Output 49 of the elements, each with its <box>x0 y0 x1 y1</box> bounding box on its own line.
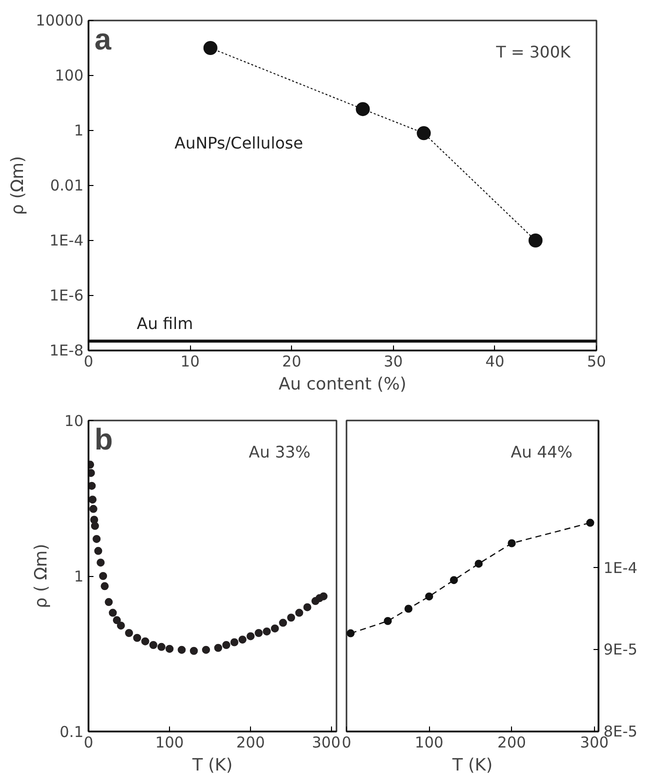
y-tick-label: 100 <box>54 66 84 84</box>
x-axis-title: Au content (%) <box>278 374 406 394</box>
x-tick-label: 10 <box>180 352 200 370</box>
x-axis-title: T (K) <box>451 756 493 776</box>
point <box>404 604 412 613</box>
annotation: a <box>94 24 112 56</box>
y-tick-label: 1E-4 <box>604 558 638 577</box>
x-tick-label: 40 <box>485 352 504 370</box>
point <box>450 576 458 584</box>
y-tick-label: 1E-4 <box>50 232 84 250</box>
y-tick-label: 10000 <box>36 12 84 30</box>
point <box>203 41 218 55</box>
y-tick-label: 1 <box>74 568 84 586</box>
y-tick-label: 1 <box>74 122 84 140</box>
point <box>425 592 434 600</box>
y-tick-label: 1E-8 <box>50 342 84 360</box>
annotation: Au 33% <box>248 442 310 462</box>
y-axis-title: ρ ( Ωm) <box>32 544 52 608</box>
x-tick-label: 20 <box>282 352 302 370</box>
point <box>384 617 392 626</box>
y-tick-label: 0.01 <box>50 176 84 194</box>
x-tick-label: 100 <box>155 734 184 752</box>
x-axis-title: T (K) <box>191 756 233 776</box>
text: AuNPs/Cellulose <box>174 134 304 152</box>
y-tick-label: 10 <box>64 412 84 430</box>
point <box>528 234 543 248</box>
point <box>346 629 355 638</box>
point <box>416 126 431 140</box>
x-tick-label: 200 <box>236 734 265 752</box>
annotation: T = 300K <box>495 42 572 62</box>
y-axis-title: ρ (Ωm) <box>8 156 28 216</box>
x-tick-label: 0 <box>342 734 352 752</box>
annotation: b <box>94 424 113 456</box>
x-tick-label: 50 <box>586 352 606 370</box>
point <box>586 518 594 527</box>
x-tick-label: 30 <box>384 352 403 370</box>
point <box>474 560 483 568</box>
x-tick-label: 0 <box>84 734 94 752</box>
y-tick-label: 1E-6 <box>50 286 84 304</box>
x-tick-label: 0 <box>84 352 94 370</box>
ref-line-label: Au film <box>136 314 194 334</box>
y-tick-label: 9E-5 <box>604 640 638 659</box>
point <box>508 539 516 548</box>
x-tick-label: 100 <box>414 734 444 752</box>
y-tick-label: 0.1 <box>60 723 84 741</box>
x-tick-label: 200 <box>497 734 526 752</box>
point <box>356 102 370 116</box>
x-tick-label: 300 <box>312 734 341 752</box>
annotation: Au 44% <box>510 442 572 462</box>
